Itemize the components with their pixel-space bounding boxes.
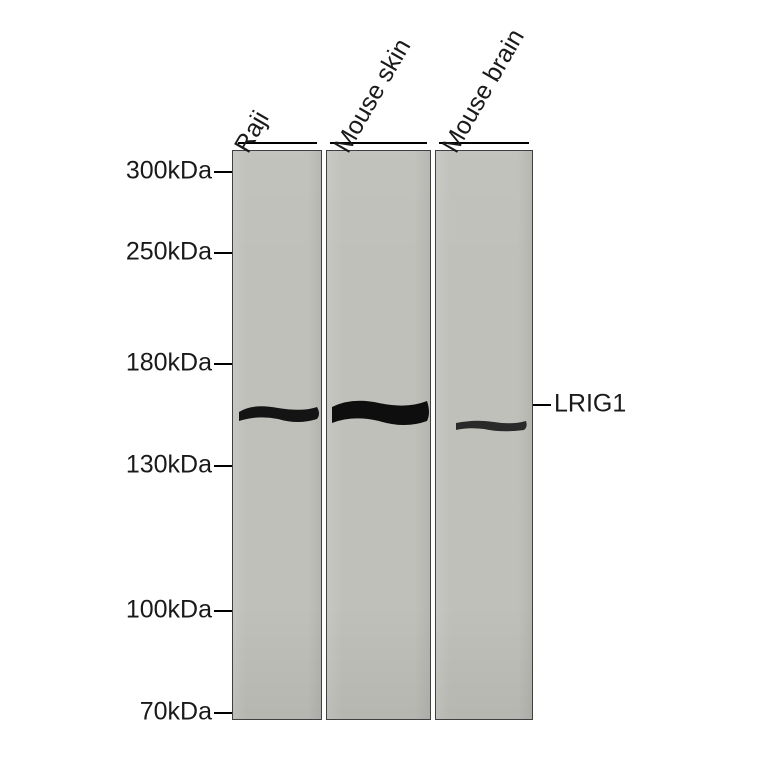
mw-tick-250kDa [214,252,232,254]
mw-label-180kDa: 180kDa [126,349,212,378]
western-blot-figure: RajiMouse skinMouse brain300kDa250kDa180… [0,0,764,764]
mw-tick-180kDa [214,363,232,365]
mw-tick-300kDa [214,171,232,173]
mw-label-300kDa: 300kDa [126,157,212,186]
mw-label-100kDa: 100kDa [126,596,212,625]
mw-label-70kDa: 70kDa [140,698,212,727]
lane-raji [232,150,322,720]
band-mouse-skin [327,395,431,431]
band-raji [233,399,322,429]
mw-tick-100kDa [214,610,232,612]
mw-tick-70kDa [214,712,232,714]
protein-label-tick [533,404,551,406]
lane-label-mouse-skin: Mouse skin [329,34,417,158]
protein-label-text: LRIG1 [554,390,626,419]
lane-label-mouse-brain: Mouse brain [437,24,531,158]
mw-label-130kDa: 130kDa [126,451,212,480]
mw-label-250kDa: 250kDa [126,238,212,267]
lane-mouse-brain [435,150,533,720]
lane-mouse-skin [326,150,431,720]
mw-tick-130kDa [214,465,232,467]
band-mouse-brain [436,413,533,435]
